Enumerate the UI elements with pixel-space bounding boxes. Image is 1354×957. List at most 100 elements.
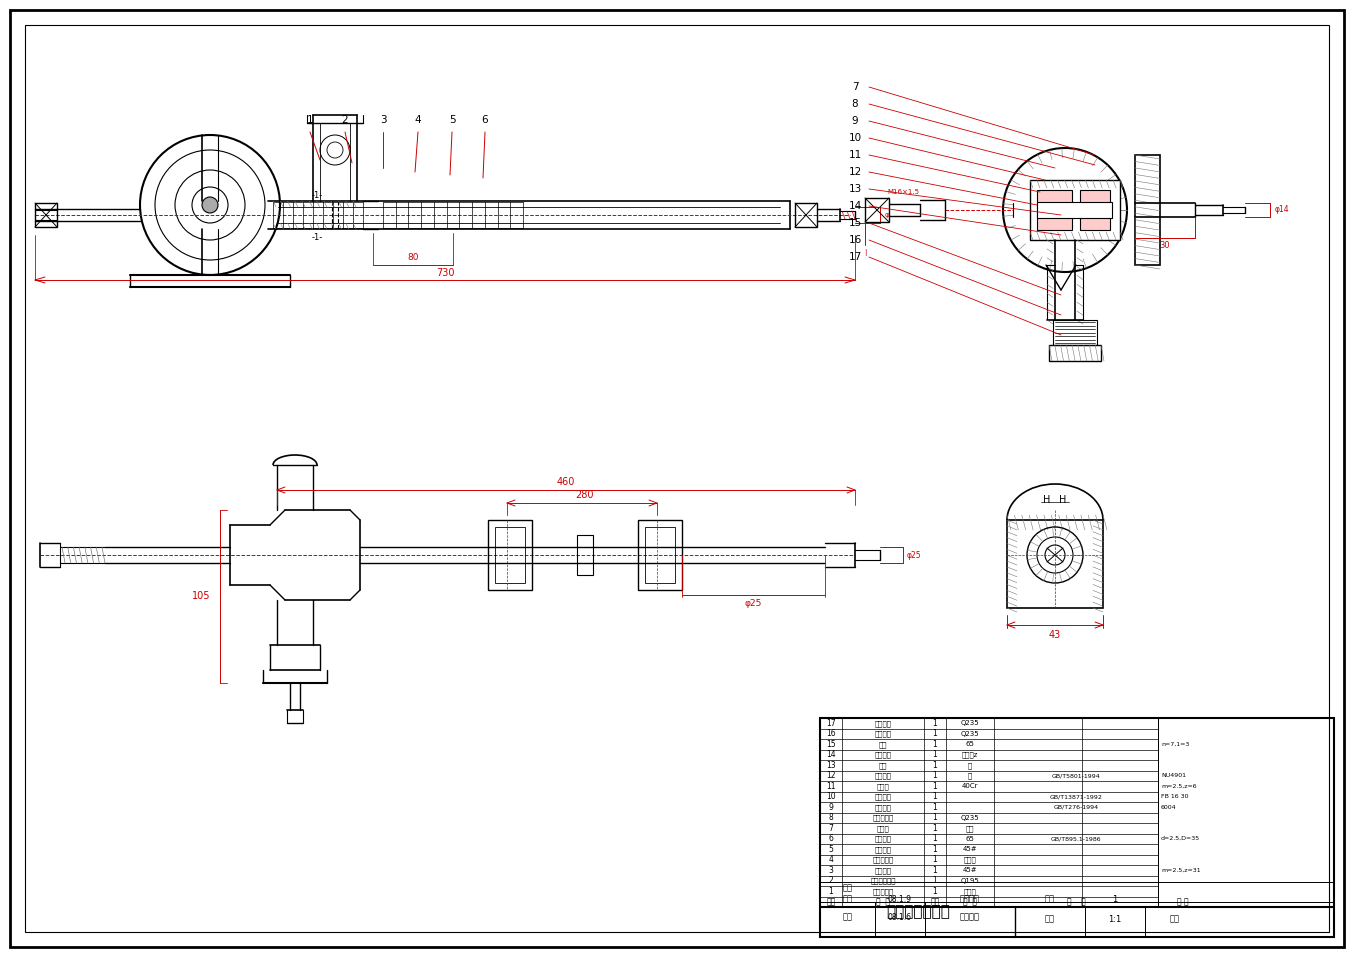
Text: 滚动轴承: 滚动轴承 — [875, 772, 891, 779]
Text: 数量: 数量 — [1045, 895, 1055, 903]
Text: 齿条衬套管: 齿条衬套管 — [872, 857, 894, 863]
Text: 铝合金: 铝合金 — [964, 888, 976, 895]
Text: 钢: 钢 — [968, 772, 972, 779]
Text: 4: 4 — [829, 856, 834, 864]
Text: 14: 14 — [849, 201, 861, 211]
Text: 1: 1 — [933, 835, 937, 843]
Text: 备 注: 备 注 — [1177, 898, 1189, 906]
Text: 08.1.9: 08.1.9 — [888, 895, 913, 903]
Text: 16: 16 — [826, 729, 835, 738]
Text: 280: 280 — [575, 490, 594, 500]
Text: 65: 65 — [965, 835, 975, 842]
Text: 15: 15 — [826, 740, 835, 748]
Text: m=2.5,z=31: m=2.5,z=31 — [1160, 868, 1201, 873]
Text: 1: 1 — [933, 803, 937, 812]
Text: 10: 10 — [826, 792, 835, 801]
Text: φ25: φ25 — [745, 598, 762, 608]
Text: 课程设计: 课程设计 — [960, 895, 980, 903]
Text: 铝合金: 铝合金 — [964, 857, 976, 863]
Text: 小齿轮: 小齿轮 — [876, 783, 890, 790]
Circle shape — [1003, 148, 1127, 272]
Text: 2: 2 — [341, 115, 348, 125]
Text: φ14: φ14 — [1275, 206, 1289, 214]
Bar — [645, 527, 676, 583]
Text: 1: 1 — [933, 771, 937, 780]
Text: 图号: 图号 — [1170, 915, 1179, 924]
Text: NU4901: NU4901 — [1160, 773, 1186, 778]
Text: 8: 8 — [829, 813, 833, 822]
Text: 1: 1 — [933, 761, 937, 769]
Text: 1: 1 — [307, 115, 313, 125]
Text: 1: 1 — [1113, 895, 1117, 903]
Text: 调整螺盖: 调整螺盖 — [875, 730, 891, 737]
Text: 17: 17 — [849, 252, 861, 262]
Text: 14: 14 — [826, 750, 835, 759]
Bar — [577, 535, 593, 575]
Text: 11: 11 — [849, 150, 861, 160]
Text: 12: 12 — [826, 771, 835, 780]
Bar — [496, 527, 525, 583]
Text: 3: 3 — [829, 866, 834, 875]
Text: 45#: 45# — [963, 846, 978, 853]
Text: 序号: 序号 — [826, 898, 835, 906]
Bar — [821, 718, 1158, 907]
Text: 5: 5 — [829, 845, 834, 854]
Text: 1: 1 — [829, 887, 833, 896]
Text: 30: 30 — [1159, 241, 1170, 251]
Text: Q235: Q235 — [961, 721, 979, 726]
Text: n=7,1=3: n=7,1=3 — [1160, 742, 1189, 746]
Text: 垫片: 垫片 — [879, 762, 887, 768]
Text: 铜: 铜 — [968, 762, 972, 768]
Text: H: H — [1059, 495, 1067, 505]
Bar — [1037, 202, 1112, 218]
Text: 2: 2 — [829, 877, 833, 885]
Text: 审核: 审核 — [844, 895, 853, 903]
Bar — [795, 203, 816, 227]
Bar — [1053, 320, 1097, 345]
Text: 转向齿条: 转向齿条 — [875, 867, 891, 874]
Text: M16×1.5: M16×1.5 — [887, 189, 919, 195]
Circle shape — [202, 197, 218, 213]
Text: 齿轮轴承盖: 齿轮轴承盖 — [872, 814, 894, 821]
Text: 防尘盖: 防尘盖 — [876, 825, 890, 832]
Text: 橡胶: 橡胶 — [965, 825, 975, 832]
Text: -1-: -1- — [311, 233, 322, 241]
Text: 12: 12 — [849, 167, 861, 177]
Text: 9: 9 — [852, 116, 858, 126]
Text: 4: 4 — [414, 115, 421, 125]
Text: 460: 460 — [556, 477, 575, 487]
Text: Q235: Q235 — [961, 731, 979, 737]
Text: 6: 6 — [829, 835, 834, 843]
Text: 13: 13 — [849, 184, 861, 194]
Text: 10: 10 — [849, 133, 861, 143]
Text: 1: 1 — [933, 750, 937, 759]
Text: 6: 6 — [482, 115, 489, 125]
Text: 标    准: 标 准 — [1067, 898, 1086, 906]
Bar — [1037, 190, 1072, 230]
Circle shape — [1045, 545, 1066, 565]
Text: 16: 16 — [849, 235, 861, 245]
Text: 40Cr: 40Cr — [961, 783, 978, 790]
Text: 设计: 设计 — [844, 913, 853, 922]
Text: |: | — [864, 249, 867, 256]
Text: 45#: 45# — [963, 867, 978, 873]
Bar — [1135, 155, 1160, 265]
Text: φ25: φ25 — [907, 550, 922, 560]
Text: 13: 13 — [826, 761, 835, 769]
Text: FB 16 30: FB 16 30 — [1160, 794, 1189, 799]
Text: 7: 7 — [829, 824, 834, 833]
Text: GB/T276-1994: GB/T276-1994 — [1053, 805, 1098, 810]
Text: 8: 8 — [852, 99, 858, 109]
Text: H: H — [1044, 495, 1051, 505]
Text: 1:1: 1:1 — [1109, 915, 1121, 924]
Text: 9: 9 — [829, 803, 834, 812]
Text: 43: 43 — [1049, 630, 1062, 640]
Bar — [1080, 190, 1110, 230]
Text: 1: 1 — [933, 856, 937, 864]
Bar — [865, 198, 890, 222]
Text: 1: 1 — [933, 813, 937, 822]
Text: 转向器壳体: 转向器壳体 — [872, 888, 894, 895]
Text: 80: 80 — [408, 254, 418, 262]
Text: 3: 3 — [379, 115, 386, 125]
Text: 名  称: 名 称 — [876, 898, 890, 906]
